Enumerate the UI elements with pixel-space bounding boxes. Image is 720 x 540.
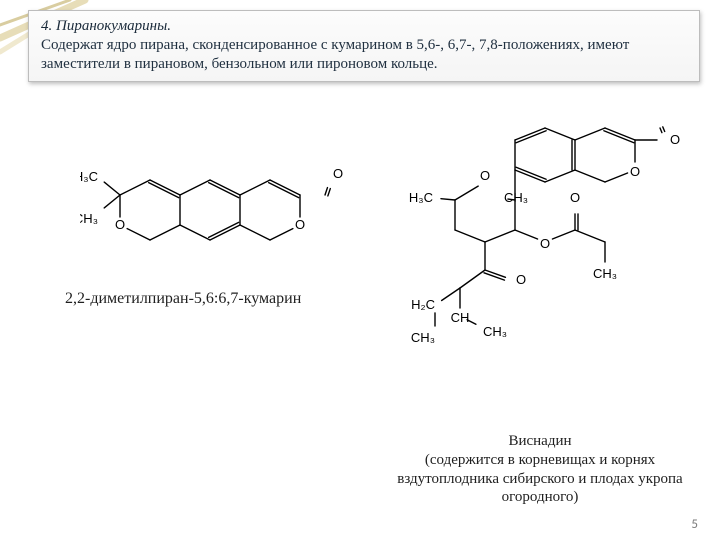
molecule-right: O O O CH₃ H₃C O O CH₃ O H₂C CH₃ CH₃ CH [405, 110, 700, 410]
svg-text:CH₃: CH₃ [504, 190, 528, 205]
svg-text:O: O [670, 132, 680, 147]
header-body: Содержат ядро пирана, сконденсированное … [41, 37, 629, 72]
svg-text:H₃C: H₃C [409, 190, 433, 205]
page-number: 5 [691, 517, 698, 532]
caption-left: 2,2-диметилпиран-5,6:6,7-кумарин [65, 290, 365, 308]
header-title: 4. Пиранокумарины. [41, 18, 171, 34]
svg-text:O: O [480, 168, 490, 183]
header-box: 4. Пиранокумарины. Содержат ядро пирана,… [28, 10, 700, 82]
svg-text:H₂C: H₂C [411, 297, 435, 312]
svg-text:O: O [333, 166, 343, 181]
svg-text:CH₃: CH₃ [483, 324, 507, 339]
svg-text:O: O [115, 217, 125, 232]
svg-text:O: O [570, 190, 580, 205]
svg-text:CH: CH [451, 310, 470, 325]
molecule-left: O O O H₃C CH₃ [80, 135, 370, 285]
svg-text:CH₃: CH₃ [593, 266, 617, 281]
caption-right: Виснадин(содержится в корневищах и корня… [375, 432, 705, 507]
svg-text:O: O [516, 272, 526, 287]
svg-text:H₃C: H₃C [80, 169, 98, 184]
svg-text:O: O [295, 217, 305, 232]
svg-text:CH₃: CH₃ [80, 211, 98, 226]
svg-text:O: O [540, 236, 550, 251]
svg-text:CH₃: CH₃ [411, 330, 435, 345]
svg-text:O: O [630, 164, 640, 179]
